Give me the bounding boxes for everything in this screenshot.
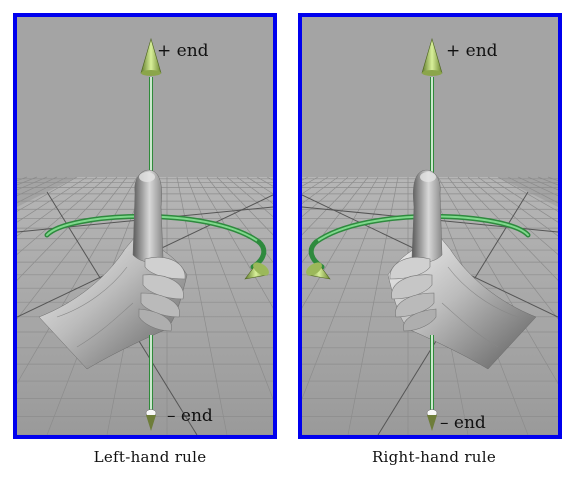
minus-end-label: – end bbox=[440, 413, 486, 433]
plus-end-label: + end bbox=[446, 41, 498, 61]
minus-end-label: – end bbox=[167, 406, 213, 426]
right-hand-rule-panel: + end – end bbox=[298, 13, 562, 439]
left-hand-rule-panel: + end – end bbox=[13, 13, 277, 439]
left-hand-rule-illustration bbox=[17, 17, 273, 435]
plus-end-label: + end bbox=[157, 41, 209, 61]
right-hand-rule-caption: Right-hand rule bbox=[302, 448, 566, 466]
left-hand-rule-caption: Left-hand rule bbox=[18, 448, 282, 466]
right-hand-rule-illustration bbox=[302, 17, 558, 435]
